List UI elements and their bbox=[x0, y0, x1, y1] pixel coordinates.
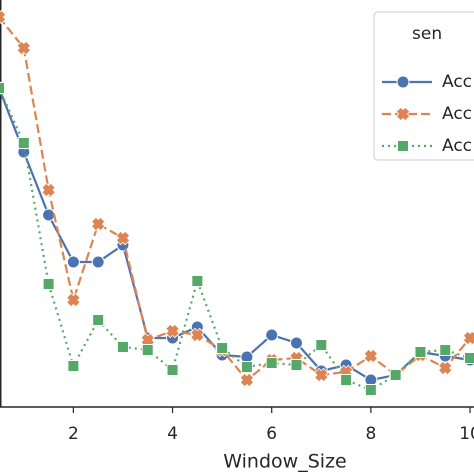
legend-marker bbox=[396, 75, 410, 89]
point bbox=[239, 372, 255, 388]
point bbox=[439, 344, 452, 356]
point bbox=[191, 275, 204, 287]
point bbox=[41, 182, 56, 198]
point bbox=[437, 360, 453, 376]
point bbox=[42, 208, 56, 222]
point bbox=[363, 348, 379, 364]
plot-area bbox=[0, 9, 474, 396]
point bbox=[0, 82, 6, 94]
point bbox=[315, 339, 328, 351]
point bbox=[265, 357, 278, 369]
point bbox=[16, 40, 32, 56]
point bbox=[216, 342, 229, 354]
x-tick-label: 4 bbox=[167, 424, 178, 444]
point bbox=[140, 332, 156, 348]
point bbox=[116, 341, 129, 353]
point bbox=[314, 367, 329, 383]
legend-marker bbox=[397, 140, 409, 152]
legend-box bbox=[373, 11, 474, 161]
point bbox=[290, 359, 303, 371]
x-tick-label: 6 bbox=[266, 424, 277, 444]
point bbox=[115, 230, 131, 246]
point bbox=[389, 369, 402, 381]
x-tick-label: 2 bbox=[68, 424, 79, 444]
legend: sen Acc Acc Acc bbox=[373, 11, 474, 161]
legend-label: Acc bbox=[442, 72, 472, 92]
point bbox=[462, 330, 474, 346]
point bbox=[190, 327, 205, 343]
point bbox=[66, 255, 80, 269]
point bbox=[289, 336, 303, 350]
point bbox=[0, 9, 7, 25]
point bbox=[166, 364, 179, 376]
point bbox=[141, 344, 154, 356]
point bbox=[364, 384, 377, 396]
x-tick-label: 10 bbox=[459, 424, 474, 444]
legend-title: sen bbox=[412, 24, 442, 44]
point bbox=[414, 346, 427, 358]
point bbox=[42, 278, 55, 290]
point bbox=[240, 361, 253, 373]
point bbox=[66, 292, 81, 308]
x-tick-label: 8 bbox=[365, 424, 376, 444]
point bbox=[91, 255, 105, 269]
legend-marker bbox=[395, 106, 411, 122]
point bbox=[165, 323, 180, 339]
point bbox=[17, 137, 30, 149]
legend-label: Acc bbox=[442, 136, 472, 156]
point bbox=[340, 374, 353, 386]
point bbox=[90, 216, 106, 232]
legend-label: Acc bbox=[442, 104, 472, 124]
point bbox=[92, 314, 105, 326]
point bbox=[265, 328, 279, 342]
point bbox=[67, 360, 80, 372]
x-axis-label: Window_Size bbox=[223, 451, 346, 473]
point bbox=[464, 352, 474, 364]
